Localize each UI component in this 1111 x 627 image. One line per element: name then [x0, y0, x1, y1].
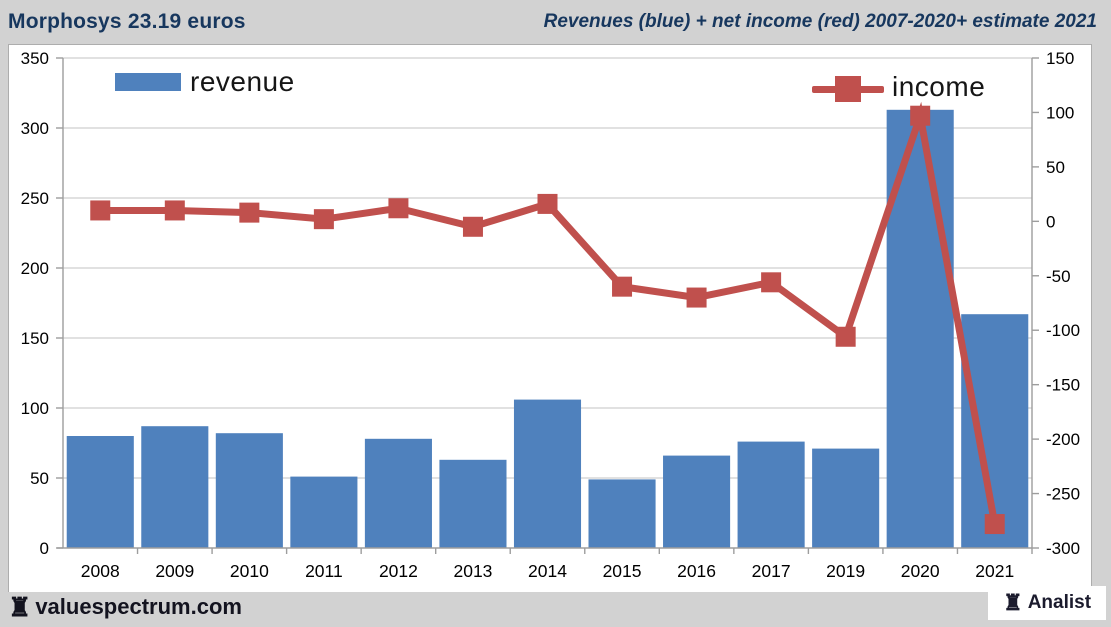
- header: Morphosys 23.19 euros Revenues (blue) + …: [0, 0, 1111, 44]
- analist-logo: ♜ Analist: [988, 586, 1106, 620]
- income-legend-marker: [835, 76, 861, 102]
- rook-icon: ♜: [8, 592, 32, 622]
- rook-icon: ♜: [1002, 590, 1023, 615]
- footer: ♜ valuespectrum.com ♜ Analist: [0, 586, 1111, 627]
- page-title: Morphosys 23.19 euros: [8, 10, 246, 33]
- revenue-legend-label: revenue: [190, 66, 295, 97]
- chart-canvas: [8, 44, 1092, 593]
- brand-name: valuespectrum.com: [35, 594, 242, 619]
- analist-label: Analist: [1027, 592, 1092, 613]
- income-legend-label: income: [892, 71, 986, 102]
- revenue-legend-swatch: [115, 73, 181, 91]
- legend-revenue: revenue: [115, 66, 295, 98]
- chart-subtitle: Revenues (blue) + net income (red) 2007-…: [543, 11, 1097, 32]
- brand-logo: ♜ valuespectrum.com: [8, 594, 242, 620]
